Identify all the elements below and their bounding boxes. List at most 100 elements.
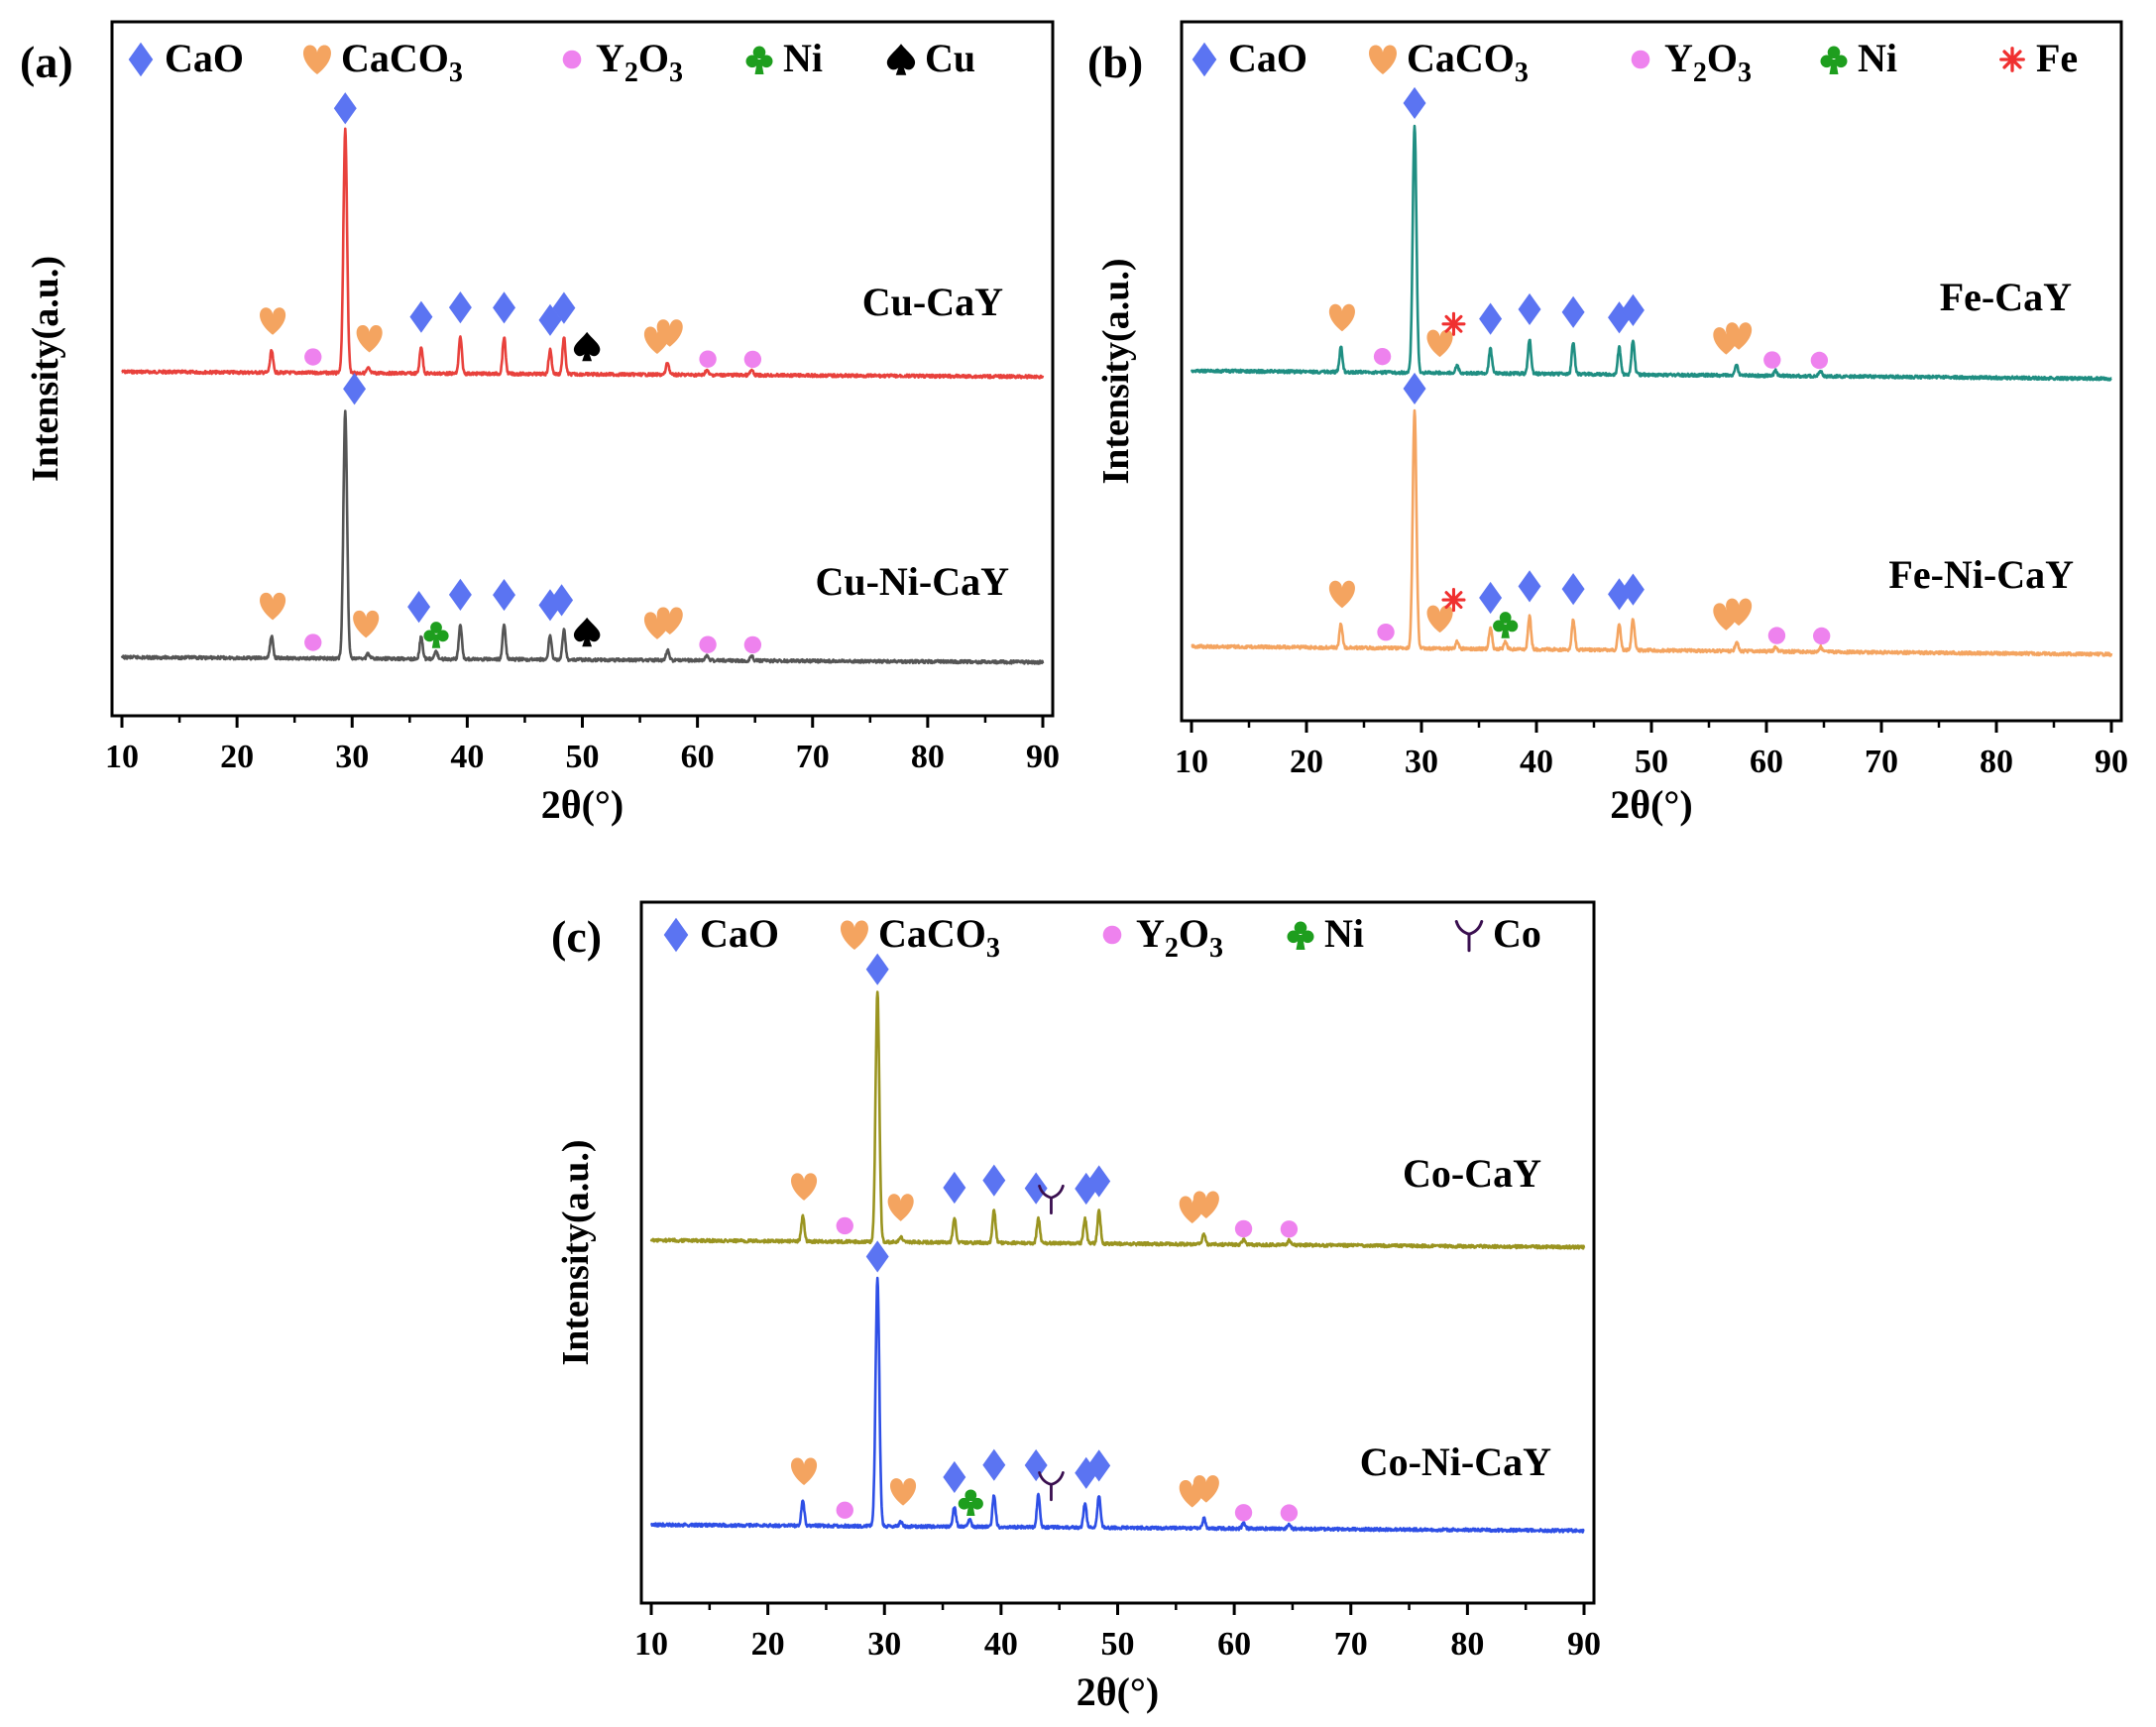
cao-marker [943,1460,966,1494]
series-label: Cu-CaY [862,280,1003,324]
cao-marker [1403,372,1426,405]
series-line-cu-cay [121,127,1045,380]
series-line-cu-ni-cay [120,409,1045,665]
series-line-co-cay [649,990,1586,1250]
cao-marker [1403,86,1426,120]
x-tick-label: 70 [1865,744,1898,780]
caco3-marker [1726,598,1753,627]
fe-marker [1441,588,1466,613]
cao-marker [493,578,516,612]
caco3-marker [791,1173,818,1201]
cao-marker [1621,293,1645,326]
caco3-marker [260,592,286,621]
y-axis-label: Intensity(a.u.) [555,1139,597,1365]
legend-label-caco3: CaCO3 [1407,36,1529,88]
y2o3-marker [1373,347,1392,366]
y2o3-marker [1102,925,1122,945]
ni-marker [1287,921,1314,950]
x-tick-label: 50 [1635,744,1668,780]
y2o3-marker [1763,351,1781,369]
cao-marker [1479,302,1503,335]
series-label: Fe-CaY [1940,275,2072,319]
chart-panel-1: 10 20 30 40 50 60 70 80 90 2θ(°) Intensity(a.u.) (b… [1087,20,2128,827]
ni-marker [745,46,773,74]
caco3-marker [890,1478,917,1506]
x-tick-label: 10 [634,1626,668,1663]
cao-marker [1608,301,1631,334]
caco3-marker [353,610,380,638]
chart-panel-2: 10 20 30 40 50 60 70 80 90 2θ(°) Intensity(a.u.) (c… [551,900,1601,1714]
panel-label: (c) [551,911,602,962]
legend-label-caco3: CaCO3 [878,911,1000,964]
fe-marker [1441,311,1466,336]
caco3-marker [1192,1475,1219,1503]
y2o3-marker [1813,627,1831,645]
x-tick-label: 70 [1334,1626,1368,1663]
ni-marker [1820,46,1848,74]
x-tick-label: 60 [681,739,715,775]
x-tick-label: 80 [911,739,945,775]
x-axis-label: 2θ(°) [1077,1669,1160,1714]
x-tick-label: 50 [1101,1626,1135,1663]
legend-label-cu: Cu [925,36,975,80]
caco3-marker [1426,329,1453,358]
cao-marker [1518,570,1541,603]
plot-frame [110,20,1055,718]
y2o3-marker [304,633,322,651]
cao-marker [409,300,433,333]
panel-label: (b) [1087,37,1143,87]
y2o3-marker [1631,50,1650,69]
x-tick-label: 30 [867,1626,901,1663]
cao-marker [865,953,889,985]
legend-label-y2o3: Y2O3 [596,36,683,88]
chart-panel-0: 10 20 30 40 50 60 70 80 90 2θ(°) Intensity(a.u.) (a… [20,20,1060,827]
y2o3-marker [1280,1220,1299,1238]
legend-label-fe: Fe [2036,36,2078,80]
cao-marker [493,291,516,324]
cao-marker [1191,42,1217,77]
cao-marker [343,373,367,405]
series-line-fe-ni-cay [1191,408,2113,657]
panel-label: (a) [20,37,73,87]
legend-label-ni: Ni [1324,911,1364,956]
series-label: Co-CaY [1403,1151,1541,1196]
legend-label-caco3: CaCO3 [341,36,463,88]
cao-marker [1087,1165,1111,1198]
cao-marker [448,290,472,324]
x-axis-label: 2θ(°) [1610,782,1693,827]
x-tick-label: 90 [1567,1626,1601,1663]
cu-marker [573,617,601,647]
series-label: Fe-Ni-CaY [1888,552,2074,597]
ni-marker [423,622,449,648]
cao-marker [943,1171,966,1205]
cao-marker [1561,295,1585,328]
caco3-marker [356,324,383,353]
cao-marker [1621,573,1645,606]
legend-label-ni: Ni [1858,36,1897,80]
caco3-marker [1192,1191,1219,1219]
caco3-marker [1328,303,1356,332]
y-axis-label: Intensity(a.u.) [25,256,66,482]
cu-marker [886,44,916,75]
ni-marker [1493,612,1519,638]
plot-frame [639,900,1596,1605]
legend-label-ni: Ni [783,36,823,80]
cao-marker [1608,578,1631,611]
caco3-marker [1726,322,1753,350]
x-tick-label: 90 [2095,744,2128,780]
y2o3-marker [1810,351,1829,370]
cao-marker [1518,292,1541,326]
y-axis-label: Intensity(a.u.) [1095,258,1137,484]
cao-marker [1024,1448,1048,1482]
fe-marker [1999,47,2025,72]
caco3-marker [260,307,286,335]
caco3-marker [656,607,683,634]
caco3-marker [303,45,331,74]
series-line-fe-cay [1190,124,2112,382]
x-tick-label: 30 [335,739,369,775]
y2o3-marker [836,1216,853,1235]
x-tick-label: 20 [1290,744,1323,780]
co-marker [1038,1471,1065,1502]
x-tick-label: 50 [566,739,600,775]
cao-marker [982,1448,1006,1481]
